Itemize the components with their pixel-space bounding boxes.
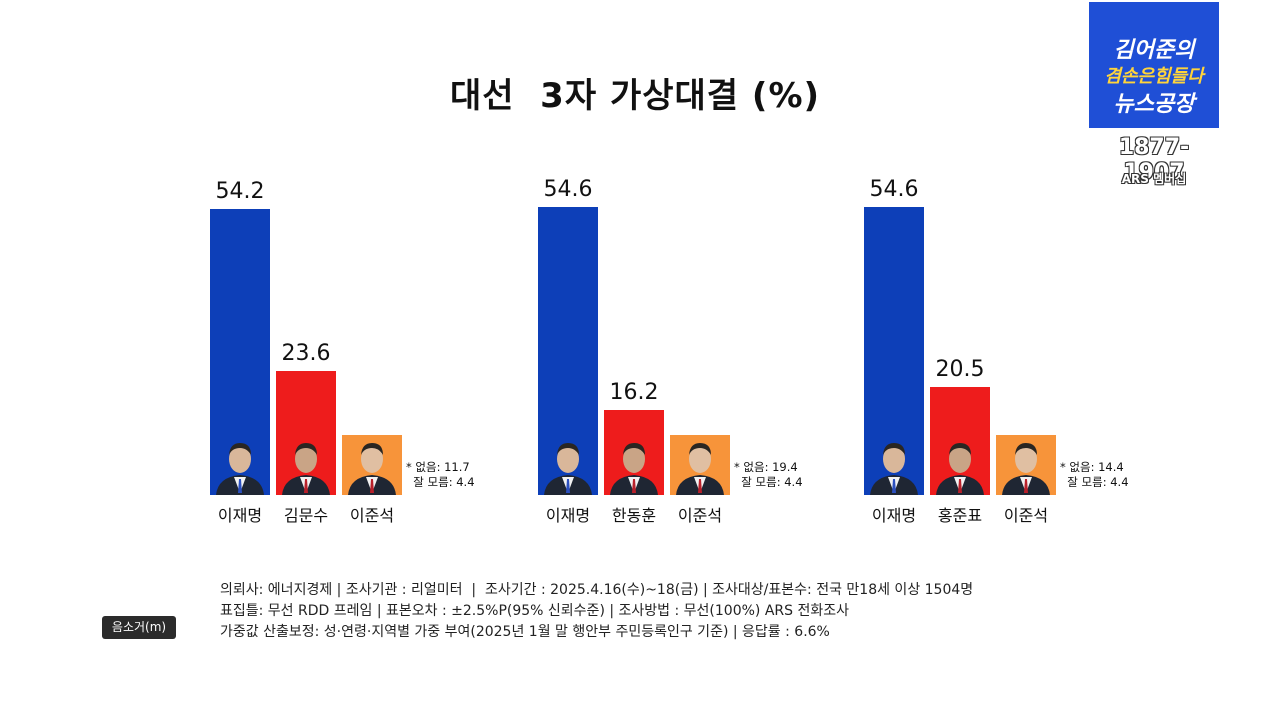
candidate-photo-2 <box>930 435 990 495</box>
survey-footer: 의뢰사: 에너지경제 | 조사기관 : 리얼미터 | 조사기간 : 2025.4… <box>220 580 973 643</box>
undecided-note: * 없음: 11.7 잘 모름: 4.4 <box>406 460 475 489</box>
news-factory-logo: 김어준의 겸손은힘들다 뉴스공장 <box>1089 2 1219 128</box>
candidate-photo-2 <box>604 435 664 495</box>
candidate-photo-3 <box>670 435 730 495</box>
candidate-name-1: 이재명 <box>545 506 591 525</box>
value-label-1: 54.2 <box>215 179 265 204</box>
candidate-photo-3 <box>996 435 1056 495</box>
candidate-name-1: 이재명 <box>217 506 263 525</box>
chart-title: 대선 3자 가상대결 (%) <box>449 76 821 116</box>
candidate-photo-1 <box>864 435 924 495</box>
candidate-photo-2 <box>276 435 336 495</box>
footer-line-1: 의뢰사: 에너지경제 | 조사기관 : 리얼미터 | 조사기간 : 2025.4… <box>220 582 974 598</box>
logo-line-1: 김어준의 <box>1113 38 1195 63</box>
candidate-photo-3 <box>342 435 402 495</box>
footer-line-2: 표집틀: 무선 RDD 프레임 | 표본오차 : ±2.5%P(95% 신뢰수준… <box>220 603 849 619</box>
candidate-name-3: 이준석 <box>349 506 395 525</box>
candidate-photo-1 <box>538 435 598 495</box>
value-label-2: 20.5 <box>935 357 985 382</box>
logo-line-3: 뉴스공장 <box>1113 92 1195 117</box>
phone-number: 1877-1907 <box>1118 135 1190 185</box>
undecided-note: * 없음: 14.4 잘 모름: 4.4 <box>1060 460 1129 489</box>
candidate-name-3: 이준석 <box>1003 506 1049 525</box>
ars-membership-label: ARS 멤버십 <box>1121 172 1187 186</box>
value-label-1: 54.6 <box>543 177 593 202</box>
footer-line-3: 가중값 산출보정: 성·연령·지역별 가중 부여(2025년 1월 말 행안부 … <box>220 624 830 640</box>
candidate-name-2: 한동훈 <box>611 506 657 525</box>
logo-line-2: 겸손은힘들다 <box>1104 66 1204 87</box>
candidate-name-3: 이준석 <box>677 506 723 525</box>
undecided-note: * 없음: 19.4 잘 모름: 4.4 <box>734 460 803 489</box>
candidate-name-2: 김문수 <box>283 506 329 525</box>
candidate-name-1: 이재명 <box>871 506 917 525</box>
mute-button[interactable]: 음소거(m) <box>102 616 176 639</box>
value-label-1: 54.6 <box>869 177 919 202</box>
value-label-2: 23.6 <box>281 341 331 366</box>
value-label-2: 16.2 <box>609 380 659 405</box>
candidate-photo-1 <box>210 435 270 495</box>
candidate-name-2: 홍준표 <box>937 506 983 525</box>
